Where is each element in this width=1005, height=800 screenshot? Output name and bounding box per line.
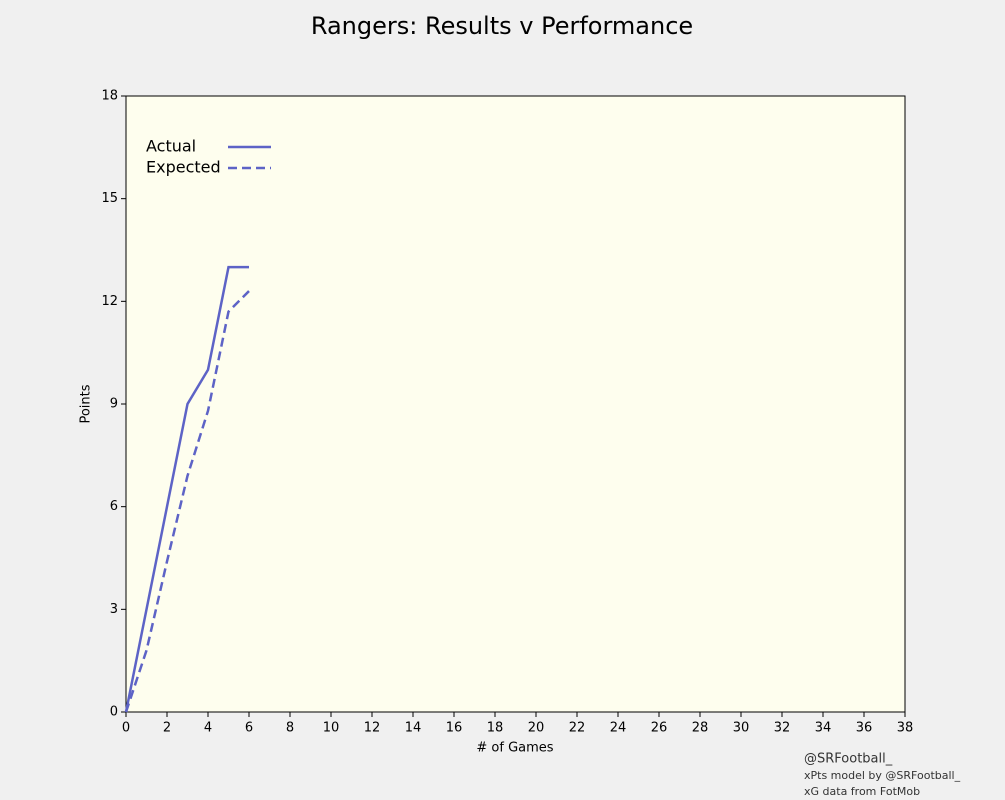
plot-area (125, 95, 906, 713)
series-line (124, 290, 250, 713)
x-tick-label: 2 (163, 721, 171, 736)
y-tick-label: 15 (101, 191, 118, 206)
x-tick-label: 22 (569, 721, 586, 736)
x-tick-label: 14 (405, 721, 422, 736)
x-tick-label: 16 (446, 721, 463, 736)
y-tick-label: 0 (110, 705, 118, 720)
x-tick-label: 4 (204, 721, 212, 736)
x-tick-label: 36 (856, 721, 873, 736)
x-tick-label: 20 (528, 721, 545, 736)
x-tick-label: 38 (897, 721, 914, 736)
x-tick-label: 34 (815, 721, 832, 736)
x-tick-label: 12 (364, 721, 381, 736)
legend-label: Expected (146, 158, 221, 177)
x-tick-label: 18 (487, 721, 504, 736)
y-axis-label: Points (79, 384, 94, 423)
x-tick-label: 32 (774, 721, 791, 736)
series-line (124, 265, 249, 713)
credit: xPts model by @SRFootball_ (804, 769, 961, 782)
y-tick-label: 12 (101, 294, 118, 309)
x-tick-label: 28 (692, 721, 709, 736)
chart-title: Rangers: Results v Performance (311, 12, 693, 40)
x-tick-label: 8 (286, 721, 294, 736)
x-tick-label: 24 (610, 721, 627, 736)
x-axis-label: # of Games (476, 741, 553, 756)
x-tick-label: 10 (323, 721, 340, 736)
y-tick-label: 9 (110, 397, 118, 412)
credit: @SRFootball_ (804, 752, 893, 767)
x-tick-label: 6 (245, 721, 253, 736)
y-tick-label: 6 (110, 499, 118, 514)
x-tick-label: 30 (733, 721, 750, 736)
y-tick-label: 3 (110, 602, 118, 617)
legend-label: Actual (146, 137, 196, 156)
x-tick-label: 26 (651, 721, 668, 736)
x-tick-label: 0 (122, 721, 130, 736)
y-tick-label: 18 (101, 89, 118, 104)
credit: xG data from FotMob (804, 785, 920, 798)
